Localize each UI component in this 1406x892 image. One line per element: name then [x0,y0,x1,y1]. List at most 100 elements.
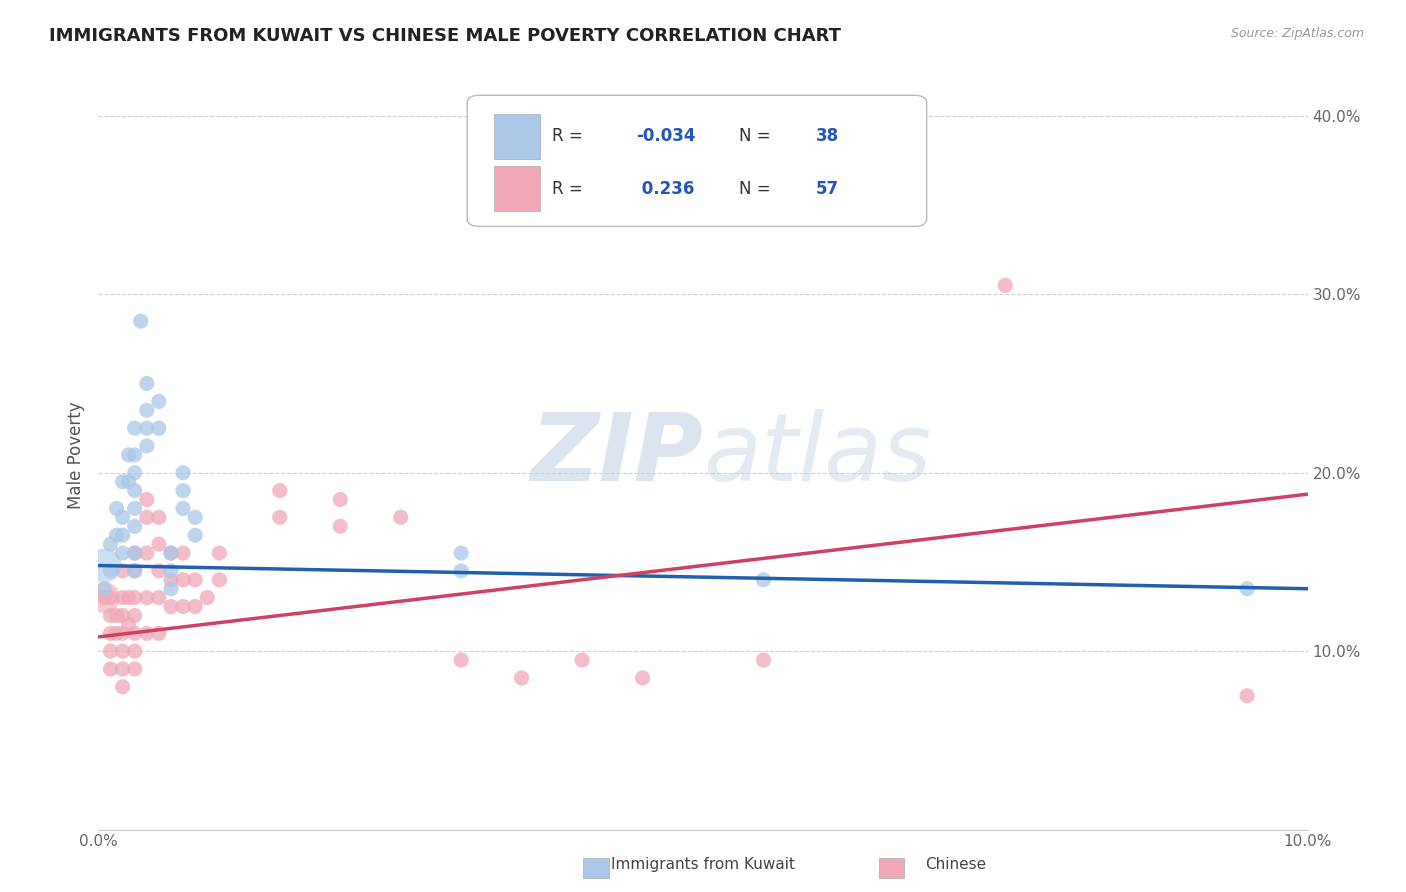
Point [148,421,170,435]
Point [631,671,654,685]
Point [124,421,146,435]
FancyBboxPatch shape [467,95,927,227]
Point [111,591,134,605]
Point [135,403,157,417]
Point [124,662,146,676]
Point [184,528,207,542]
Text: Chinese: Chinese [925,857,987,872]
Bar [494,167,540,211]
Point [124,483,146,498]
Text: R =: R = [551,128,588,145]
Point [510,671,533,685]
Point [184,573,207,587]
Point [124,546,146,560]
Point [1236,582,1258,596]
Point [160,582,183,596]
Point [111,680,134,694]
Point [111,546,134,560]
Point [160,564,183,578]
Point [184,599,207,614]
Point [148,510,170,524]
Text: 38: 38 [815,128,838,145]
Point [148,626,170,640]
Point [571,653,593,667]
Point [135,439,157,453]
Text: N =: N = [740,128,776,145]
Point [148,591,170,605]
Point [105,626,128,640]
Point [135,546,157,560]
Text: Source: ZipAtlas.com: Source: ZipAtlas.com [1230,27,1364,40]
Point [118,475,141,489]
Point [111,528,134,542]
Text: -0.034: -0.034 [637,128,696,145]
Point [172,483,194,498]
Point [172,501,194,516]
Point [100,564,122,578]
Point [329,519,352,533]
Point [111,475,134,489]
Point [450,564,472,578]
Point [124,564,146,578]
Point [129,314,152,328]
Point [111,662,134,676]
Point [1236,689,1258,703]
Point [269,483,291,498]
Point [148,537,170,551]
Point [450,546,472,560]
Text: N =: N = [740,180,776,198]
Point [450,653,472,667]
Point [135,510,157,524]
Text: ZIP: ZIP [530,409,703,501]
Point [135,492,157,507]
Point [118,591,141,605]
Point [195,591,218,605]
Point [135,421,157,435]
Point [172,599,194,614]
Point [124,644,146,658]
Y-axis label: Male Poverty: Male Poverty [66,401,84,508]
Point [124,501,146,516]
Point [148,564,170,578]
Point [269,510,291,524]
Point [100,537,122,551]
Point [124,466,146,480]
Point [389,510,412,524]
Point [111,644,134,658]
Point [135,626,157,640]
Point [994,278,1017,293]
Point [752,653,775,667]
Point [752,573,775,587]
Point [111,608,134,623]
Point [100,644,122,658]
Point [105,608,128,623]
Point [184,510,207,524]
Point [329,492,352,507]
Point [100,591,122,605]
Point [93,558,115,573]
Point [160,546,183,560]
Point [160,546,183,560]
Point [100,626,122,640]
Point [111,626,134,640]
Text: IMMIGRANTS FROM KUWAIT VS CHINESE MALE POVERTY CORRELATION CHART: IMMIGRANTS FROM KUWAIT VS CHINESE MALE P… [49,27,841,45]
Point [124,591,146,605]
Point [124,546,146,560]
Point [208,573,231,587]
Text: 57: 57 [815,180,838,198]
Point [124,448,146,462]
Text: R =: R = [551,180,588,198]
Point [208,546,231,560]
Point [135,376,157,391]
Bar [494,114,540,159]
Point [172,546,194,560]
Point [160,573,183,587]
Point [105,528,128,542]
Point [111,510,134,524]
Point [135,591,157,605]
Point [93,591,115,605]
Text: 0.236: 0.236 [637,180,695,198]
Text: atlas: atlas [703,409,931,500]
Text: Immigrants from Kuwait: Immigrants from Kuwait [612,857,794,872]
Point [100,662,122,676]
